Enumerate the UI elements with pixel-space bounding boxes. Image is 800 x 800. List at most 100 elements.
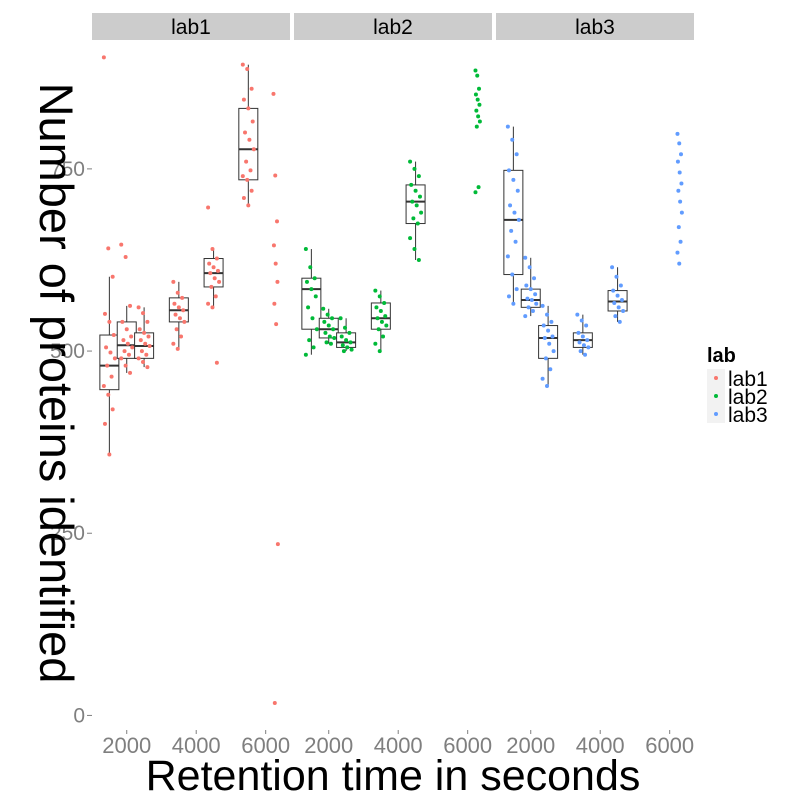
data-point bbox=[678, 199, 683, 204]
strip-label-lab1: lab1 bbox=[171, 16, 211, 39]
data-point bbox=[524, 283, 529, 288]
data-point bbox=[122, 349, 127, 354]
y-axis: 0 250 500 750 bbox=[50, 158, 92, 727]
data-point bbox=[676, 188, 681, 193]
data-point bbox=[172, 301, 177, 306]
data-point bbox=[247, 137, 252, 142]
x-tick-label: 2000 bbox=[102, 733, 151, 758]
box-group-lab2-1500 bbox=[301, 247, 322, 357]
data-point bbox=[249, 86, 254, 91]
data-point bbox=[523, 255, 528, 260]
data-point bbox=[273, 261, 278, 266]
y-tick-label: 750 bbox=[50, 158, 85, 181]
data-point bbox=[312, 276, 317, 281]
panels-layer: lab1 2000 4000 6000 lab2 2000 4000 6000 lab3 2000… bbox=[92, 13, 694, 758]
data-point bbox=[107, 452, 112, 457]
data-point bbox=[106, 392, 111, 397]
data-point bbox=[409, 182, 414, 187]
data-point bbox=[382, 300, 387, 305]
data-point bbox=[621, 308, 626, 313]
data-point bbox=[377, 294, 382, 299]
data-point bbox=[379, 319, 384, 324]
data-point bbox=[477, 119, 482, 124]
x-tick-label: 4000 bbox=[576, 733, 625, 758]
data-point bbox=[119, 356, 124, 361]
data-point bbox=[577, 340, 582, 345]
panel-lab1: lab1 2000 4000 6000 bbox=[92, 13, 290, 758]
box-group-lab3-2500 bbox=[538, 303, 559, 389]
box bbox=[238, 107, 259, 181]
data-point bbox=[546, 328, 551, 333]
data-point bbox=[551, 349, 556, 354]
data-point bbox=[675, 250, 680, 255]
data-point bbox=[547, 341, 552, 346]
data-point bbox=[505, 254, 510, 259]
data-point bbox=[344, 338, 349, 343]
data-point bbox=[677, 170, 682, 175]
data-point bbox=[505, 124, 510, 129]
data-point bbox=[676, 225, 681, 230]
data-point bbox=[477, 86, 482, 91]
data-point bbox=[275, 542, 280, 547]
data-point bbox=[506, 294, 511, 299]
data-point bbox=[348, 340, 353, 345]
data-point bbox=[313, 294, 318, 299]
data-point bbox=[245, 177, 250, 182]
data-point bbox=[215, 268, 220, 273]
data-point bbox=[137, 327, 142, 332]
x-tick-label: 4000 bbox=[374, 733, 423, 758]
data-point bbox=[141, 311, 146, 316]
data-point bbox=[143, 341, 148, 346]
data-point bbox=[138, 338, 143, 343]
data-point bbox=[272, 701, 277, 706]
x-tick-label: 2000 bbox=[304, 733, 353, 758]
data-point bbox=[545, 384, 550, 389]
legend-label-lab2: lab2 bbox=[728, 386, 768, 409]
data-point bbox=[523, 314, 528, 319]
data-point bbox=[104, 345, 109, 350]
data-point bbox=[128, 370, 133, 375]
data-point bbox=[128, 303, 133, 308]
data-point bbox=[550, 334, 555, 339]
y-tick-label: 500 bbox=[50, 340, 85, 363]
data-point bbox=[246, 106, 251, 111]
strip-lab2 bbox=[294, 13, 492, 40]
data-point bbox=[108, 350, 113, 355]
data-point bbox=[675, 159, 680, 164]
data-point bbox=[506, 168, 511, 173]
data-point bbox=[415, 221, 420, 226]
data-point bbox=[473, 190, 478, 195]
data-point bbox=[145, 319, 150, 324]
data-point bbox=[614, 274, 619, 279]
data-point bbox=[251, 147, 256, 152]
panel-lab3: lab3 2000 4000 6000 bbox=[496, 13, 694, 758]
data-point bbox=[139, 349, 144, 354]
box-group-lab2-6000 bbox=[473, 68, 482, 195]
data-point bbox=[579, 318, 584, 323]
box-group-lab1-1500 bbox=[99, 55, 120, 457]
data-point bbox=[410, 199, 415, 204]
strip-lab1 bbox=[92, 13, 290, 40]
box-group-lab3-4500 bbox=[607, 265, 628, 324]
data-point bbox=[473, 68, 478, 73]
data-point bbox=[343, 325, 348, 330]
legend-point-lab2 bbox=[714, 394, 718, 398]
box-group-lab1-3500 bbox=[168, 279, 189, 351]
data-point bbox=[679, 210, 684, 215]
data-point bbox=[414, 203, 419, 208]
data-point bbox=[533, 292, 538, 297]
box-group-lab3-3500 bbox=[572, 312, 593, 357]
data-point bbox=[540, 376, 545, 381]
data-point bbox=[250, 119, 255, 124]
data-point bbox=[549, 319, 554, 324]
data-point bbox=[417, 194, 422, 199]
data-point bbox=[514, 287, 519, 292]
data-point bbox=[338, 316, 343, 321]
data-point bbox=[214, 256, 219, 261]
data-point bbox=[345, 345, 350, 350]
data-point bbox=[534, 301, 539, 306]
data-point bbox=[123, 255, 128, 260]
data-point bbox=[141, 359, 146, 364]
data-point bbox=[111, 333, 116, 338]
